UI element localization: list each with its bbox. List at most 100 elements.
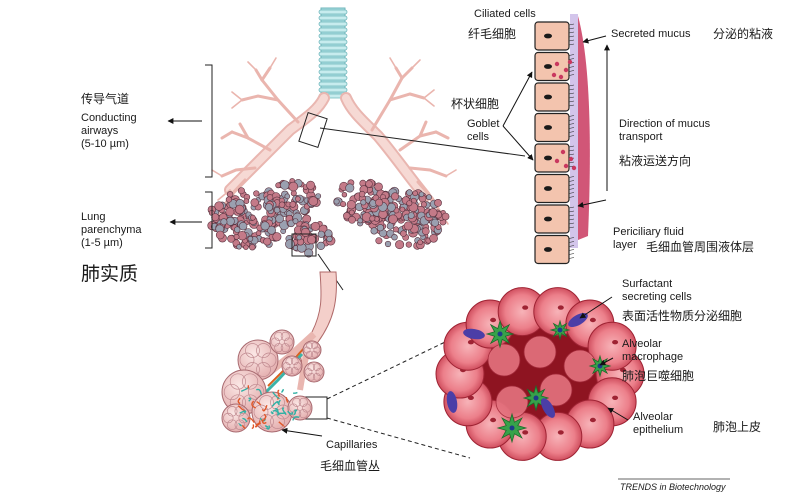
cilium xyxy=(568,245,575,247)
capillary-segment xyxy=(266,425,270,430)
alveolus-sac xyxy=(263,237,272,246)
cell-nucleus xyxy=(522,305,529,310)
alveolus-sac xyxy=(275,182,282,189)
alveolus-sac xyxy=(267,225,276,235)
label-mucus-direction: Direction of mucus transport xyxy=(619,118,711,143)
mucus-granule xyxy=(563,67,569,73)
alveolus-sac xyxy=(225,196,232,203)
label-conducting-airways-zh: 传导气道 xyxy=(81,92,130,106)
acinus-subsac xyxy=(259,395,274,410)
alveolus-sac xyxy=(226,191,234,198)
capillary-segment xyxy=(254,422,262,428)
cell-nucleus xyxy=(557,305,564,310)
trachea-ring xyxy=(318,15,348,21)
cell-nucleus xyxy=(589,417,596,423)
alveolus-sac xyxy=(399,206,406,213)
label-arrows xyxy=(167,35,629,437)
alveolus-sac xyxy=(376,224,384,232)
acinus-subsac xyxy=(307,372,316,381)
capillary-segment xyxy=(262,413,267,422)
alveolus-sac xyxy=(420,201,427,208)
alveolus-sac xyxy=(421,227,430,235)
alveolus-sac xyxy=(407,212,415,219)
capillary-segment xyxy=(256,400,262,406)
cell-nucleus xyxy=(490,417,497,423)
alveolus-sac xyxy=(260,221,270,231)
alveolus-sac xyxy=(278,201,286,208)
acinus-subsac xyxy=(311,350,318,358)
acinus-subsac xyxy=(293,362,302,370)
alveolus-sac xyxy=(253,190,260,197)
alveolus-sac xyxy=(392,226,399,233)
alveolus-sac xyxy=(236,244,242,250)
acinus-subsac xyxy=(239,352,255,368)
acinus-subsac xyxy=(270,337,280,347)
alveolus-sac xyxy=(266,194,274,201)
capillary-segment xyxy=(278,421,285,428)
alveolus-sac xyxy=(428,208,438,217)
alveolus-sac xyxy=(326,235,333,243)
cilium xyxy=(568,192,575,194)
capillary-segment xyxy=(287,410,293,415)
cell-nucleus xyxy=(544,94,552,100)
alveolus-sac xyxy=(289,201,297,208)
acinus-bud xyxy=(302,340,322,360)
bronchial-tree xyxy=(211,57,457,225)
cell-nucleus xyxy=(612,340,619,345)
cilium xyxy=(568,58,575,60)
alveolus-sac xyxy=(426,194,432,201)
mucus-granule xyxy=(551,72,557,78)
cilium xyxy=(568,88,575,91)
label-ciliated-cells: Ciliated cells xyxy=(474,8,536,20)
acinus-subsac xyxy=(292,397,302,407)
acinus-subsac xyxy=(313,346,321,354)
alveolus-sac xyxy=(234,226,241,233)
alveolus-sac xyxy=(441,212,450,221)
alveolus-sac xyxy=(391,234,398,241)
acinus-subsac xyxy=(290,366,299,375)
acinus-bud xyxy=(303,361,325,383)
label-lung-parenchyma-zh: 肺实质 xyxy=(81,263,139,285)
acinus-subsac xyxy=(290,357,299,366)
label-ciliated-cells-zh: 纤毛细胞 xyxy=(468,27,517,41)
alveolus-sac xyxy=(255,230,262,236)
acinus-subsac xyxy=(223,383,240,401)
cilium xyxy=(568,115,575,117)
alveolus-sac xyxy=(225,216,235,226)
cilium xyxy=(568,39,575,42)
alveolus-sac xyxy=(237,187,245,195)
inner-alveolar-cell xyxy=(523,335,557,369)
cilium xyxy=(568,180,575,182)
acinus-subsac xyxy=(285,357,294,366)
acinus-subsac xyxy=(312,363,321,372)
cilium xyxy=(568,31,575,34)
cilium xyxy=(568,237,575,239)
cell-nucleus xyxy=(544,64,552,69)
alveolus-sac xyxy=(358,190,366,198)
mucus-granule xyxy=(554,61,560,67)
trachea-ring xyxy=(318,27,348,33)
cilium xyxy=(568,23,575,26)
acinus-subsac xyxy=(307,363,316,372)
label-lung-parenchyma: Lung parenchyma (1-5 µm) xyxy=(81,211,142,249)
acinus-subsac xyxy=(311,342,318,350)
capillary-segment xyxy=(292,416,300,421)
cilium xyxy=(568,206,575,209)
cilium xyxy=(568,104,575,107)
acinus-subsac xyxy=(288,403,298,413)
alveolus-sac xyxy=(296,234,303,241)
cilium xyxy=(568,218,575,221)
acinus-subsac xyxy=(280,331,290,341)
alveolus-sac xyxy=(418,191,425,198)
cell-nucleus xyxy=(544,247,552,252)
trachea-ring xyxy=(318,51,348,57)
acinus-subsac xyxy=(242,373,259,390)
label-periciliary-fluid: Periciliary fluid layer xyxy=(613,226,684,251)
capillary-segment xyxy=(242,417,248,423)
trachea-ring xyxy=(318,45,348,51)
acinus-subsac xyxy=(306,350,313,358)
capillary-segment xyxy=(248,397,252,402)
alveolus-sac xyxy=(395,240,405,250)
mucus-granule xyxy=(563,163,569,169)
